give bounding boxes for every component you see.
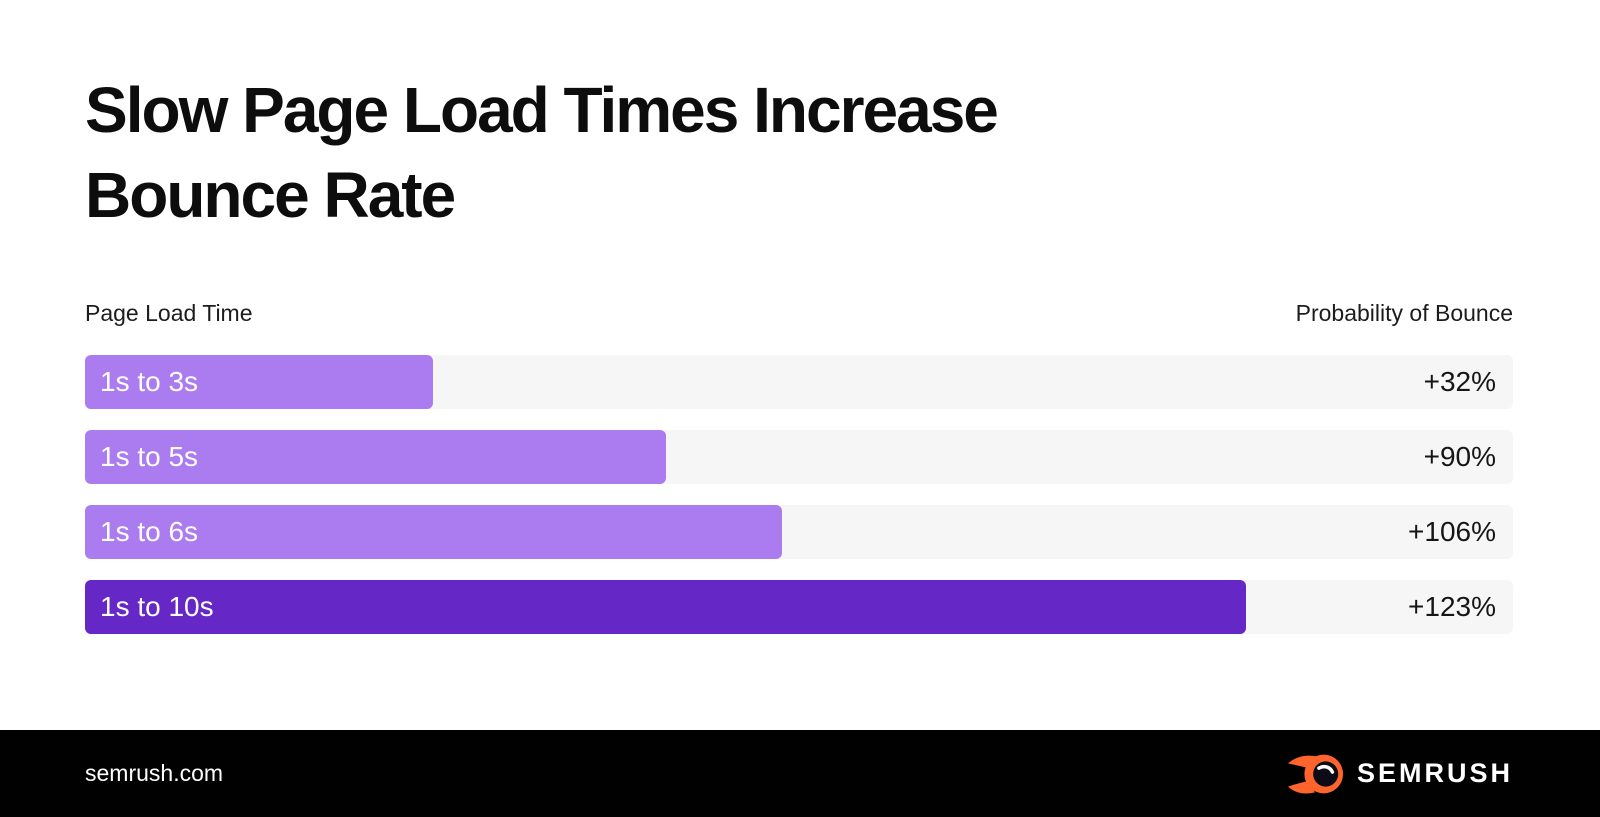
bar-row-1s-to-3s: 1s to 3s +32% (85, 355, 1513, 409)
bar-chart: 1s to 3s +32% 1s to 5s +90% 1s to 6s +10… (85, 355, 1513, 634)
bar-value: +106% (1408, 516, 1496, 547)
bar-label: 1s to 3s (100, 366, 199, 397)
footer-site-url: semrush.com (85, 760, 224, 786)
column-headers: Page Load Time Probability of Bounce (85, 300, 1513, 327)
bar-fill: 1s to 10s (85, 580, 1246, 634)
bar-label: 1s to 5s (100, 441, 199, 472)
bar-fill: 1s to 6s (85, 505, 782, 559)
bar-fill: 1s to 5s (85, 430, 667, 484)
bar-row-1s-to-6s: 1s to 6s +106% (85, 505, 1513, 559)
bar-value: +90% (1423, 441, 1496, 472)
bar-row-1s-to-5s: 1s to 5s +90% (85, 430, 1513, 484)
footer-bar: semrush.com SEMRUSH (0, 730, 1600, 817)
page-title-line2: Bounce Rate (85, 159, 456, 231)
semrush-wordmark: SEMRUSH (1356, 758, 1513, 788)
bar-label: 1s to 6s (100, 516, 199, 547)
bar-label: 1s to 10s (100, 591, 214, 622)
semrush-flame-icon (1287, 754, 1344, 793)
bar-value: +32% (1423, 366, 1496, 397)
column-header-load-time: Page Load Time (85, 300, 253, 326)
bar-value: +123% (1408, 591, 1496, 622)
page-title: Slow Page Load Times Increase Bounce Rat… (85, 0, 1513, 238)
bar-row-1s-to-10s: 1s to 10s +123% (85, 580, 1513, 634)
page-title-line1: Slow Page Load Times Increase (85, 74, 999, 146)
column-header-bounce: Probability of Bounce (1295, 300, 1513, 326)
bar-fill: 1s to 3s (85, 355, 434, 409)
semrush-logo: SEMRUSH (1287, 752, 1513, 796)
